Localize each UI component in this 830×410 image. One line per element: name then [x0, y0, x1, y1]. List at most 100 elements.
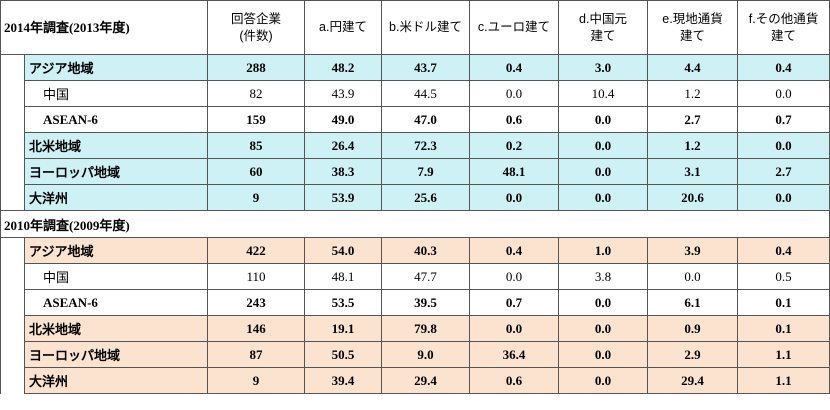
cell-cny: 10.4: [558, 80, 649, 107]
table-row: ヨーロッパ地域 60 38.3 7.9 48.1 0.0 3.1 2.7: [0, 158, 830, 185]
cell-euro: 0.2: [469, 132, 560, 159]
cell-cny: 0.0: [558, 184, 649, 211]
section-row: 2010年調査(2009年度): [0, 210, 830, 238]
header-row: 2014年調査(2013年度) 回答企業 (件数) a.円建て b.米ドル建て c…: [0, 0, 830, 55]
cell-usd: 47.0: [381, 106, 471, 133]
table-row: アジア地域 422 54.0 40.3 0.4 1.0 3.9 0.4: [0, 237, 830, 264]
header-companies-line1: 回答企業: [231, 11, 282, 26]
cell-usd: 43.7: [381, 54, 471, 81]
section-title: 2010年調査(2009年度): [0, 210, 830, 238]
table-row: 大洋州 9 39.4 29.4 0.6 0.0 29.4 1.1: [0, 367, 830, 394]
row-label: 大洋州: [23, 184, 209, 211]
cell-cny: 0.0: [558, 289, 649, 316]
cell-euro: 0.4: [469, 237, 560, 264]
cell-cny: 1.0: [558, 237, 649, 264]
header-cny-line2: 建て: [590, 28, 616, 43]
cell-euro: 0.0: [469, 80, 560, 107]
cell-euro: 48.1: [469, 158, 560, 185]
cell-local: 0.0: [647, 263, 739, 290]
cell-euro: 0.6: [469, 367, 560, 394]
cell-local: 0.9: [647, 315, 739, 342]
cell-companies: 110: [207, 263, 306, 290]
cell-other: 1.1: [737, 367, 830, 394]
cell-yen: 53.5: [304, 289, 383, 316]
cell-yen: 48.1: [304, 263, 383, 290]
cell-companies: 288: [207, 54, 306, 81]
cell-yen: 26.4: [304, 132, 383, 159]
cell-usd: 79.8: [381, 315, 471, 342]
currency-share-table: 2014年調査(2013年度) 回答企業 (件数) a.円建て b.米ドル建て c…: [0, 0, 830, 394]
cell-yen: 49.0: [304, 106, 383, 133]
row-label: ヨーロッパ地域: [23, 341, 209, 368]
table-row: 北米地域 85 26.4 72.3 0.2 0.0 1.2 0.0: [0, 132, 830, 159]
row-label: 中国: [23, 80, 209, 107]
cell-usd: 47.7: [381, 263, 471, 290]
cell-companies: 159: [207, 106, 306, 133]
cell-other: 0.0: [737, 184, 830, 211]
cell-other: 2.7: [737, 158, 830, 185]
cell-local: 1.2: [647, 132, 739, 159]
cell-other: 0.0: [737, 132, 830, 159]
header-companies: 回答企業 (件数): [207, 0, 306, 55]
cell-yen: 54.0: [304, 237, 383, 264]
cell-local: 3.1: [647, 158, 739, 185]
header-local-line2: 建て: [680, 28, 706, 43]
cell-cny: 3.8: [558, 263, 649, 290]
cell-euro: 0.0: [469, 315, 560, 342]
cell-cny: 0.0: [558, 367, 649, 394]
cell-local: 4.4: [647, 54, 739, 81]
table-row: 大洋州 9 53.9 25.6 0.0 0.0 20.6 0.0: [0, 184, 830, 211]
header-companies-line2: (件数): [239, 28, 273, 43]
table-row: ヨーロッパ地域 87 50.5 9.0 36.4 0.0 2.9 1.1: [0, 341, 830, 368]
row-label: 北米地域: [23, 132, 209, 159]
cell-companies: 87: [207, 341, 306, 368]
row-label: ヨーロッパ地域: [23, 158, 209, 185]
cell-yen: 53.9: [304, 184, 383, 211]
cell-other: 0.4: [737, 54, 830, 81]
cell-companies: 60: [207, 158, 306, 185]
cell-euro: 0.7: [469, 289, 560, 316]
cell-cny: 0.0: [558, 315, 649, 342]
cell-usd: 44.5: [381, 80, 471, 107]
cell-local: 2.9: [647, 341, 739, 368]
cell-euro: 0.0: [469, 184, 560, 211]
row-label: ASEAN-6: [23, 289, 209, 316]
cell-companies: 9: [207, 184, 306, 211]
cell-yen: 50.5: [304, 341, 383, 368]
cell-cny: 0.0: [558, 158, 649, 185]
cell-yen: 19.1: [304, 315, 383, 342]
header-local: e.現地通貨 建て: [647, 0, 739, 55]
cell-companies: 146: [207, 315, 306, 342]
cell-euro: 0.6: [469, 106, 560, 133]
table-row: アジア地域 288 48.2 43.7 0.4 3.0 4.4 0.4: [0, 54, 830, 81]
cell-local: 6.1: [647, 289, 739, 316]
cell-yen: 48.2: [304, 54, 383, 81]
cell-local: 1.2: [647, 80, 739, 107]
cell-usd: 7.9: [381, 158, 471, 185]
cell-euro: 36.4: [469, 341, 560, 368]
cell-other: 0.0: [737, 80, 830, 107]
cell-companies: 243: [207, 289, 306, 316]
header-local-line1: e.現地通貨: [662, 11, 723, 26]
cell-yen: 39.4: [304, 367, 383, 394]
header-cny: d.中国元 建て: [558, 0, 649, 55]
cell-cny: 3.0: [558, 54, 649, 81]
cell-local: 20.6: [647, 184, 739, 211]
cell-other: 0.4: [737, 237, 830, 264]
header-euro: c.ユーロ建て: [469, 0, 560, 55]
cell-euro: 0.0: [469, 263, 560, 290]
table-row: ASEAN-6 243 53.5 39.5 0.7 0.0 6.1 0.1: [0, 289, 830, 316]
cell-euro: 0.4: [469, 54, 560, 81]
table-row: 中国 110 48.1 47.7 0.0 3.8 0.0 0.5: [0, 263, 830, 290]
row-label: アジア地域: [23, 54, 209, 81]
header-yen: a.円建て: [304, 0, 383, 55]
cell-companies: 85: [207, 132, 306, 159]
cell-usd: 25.6: [381, 184, 471, 211]
cell-yen: 38.3: [304, 158, 383, 185]
header-usd: b.米ドル建て: [381, 0, 471, 55]
cell-local: 29.4: [647, 367, 739, 394]
row-label: ASEAN-6: [23, 106, 209, 133]
cell-cny: 0.0: [558, 106, 649, 133]
cell-cny: 0.0: [558, 132, 649, 159]
header-other-line2: 建て: [771, 28, 797, 43]
